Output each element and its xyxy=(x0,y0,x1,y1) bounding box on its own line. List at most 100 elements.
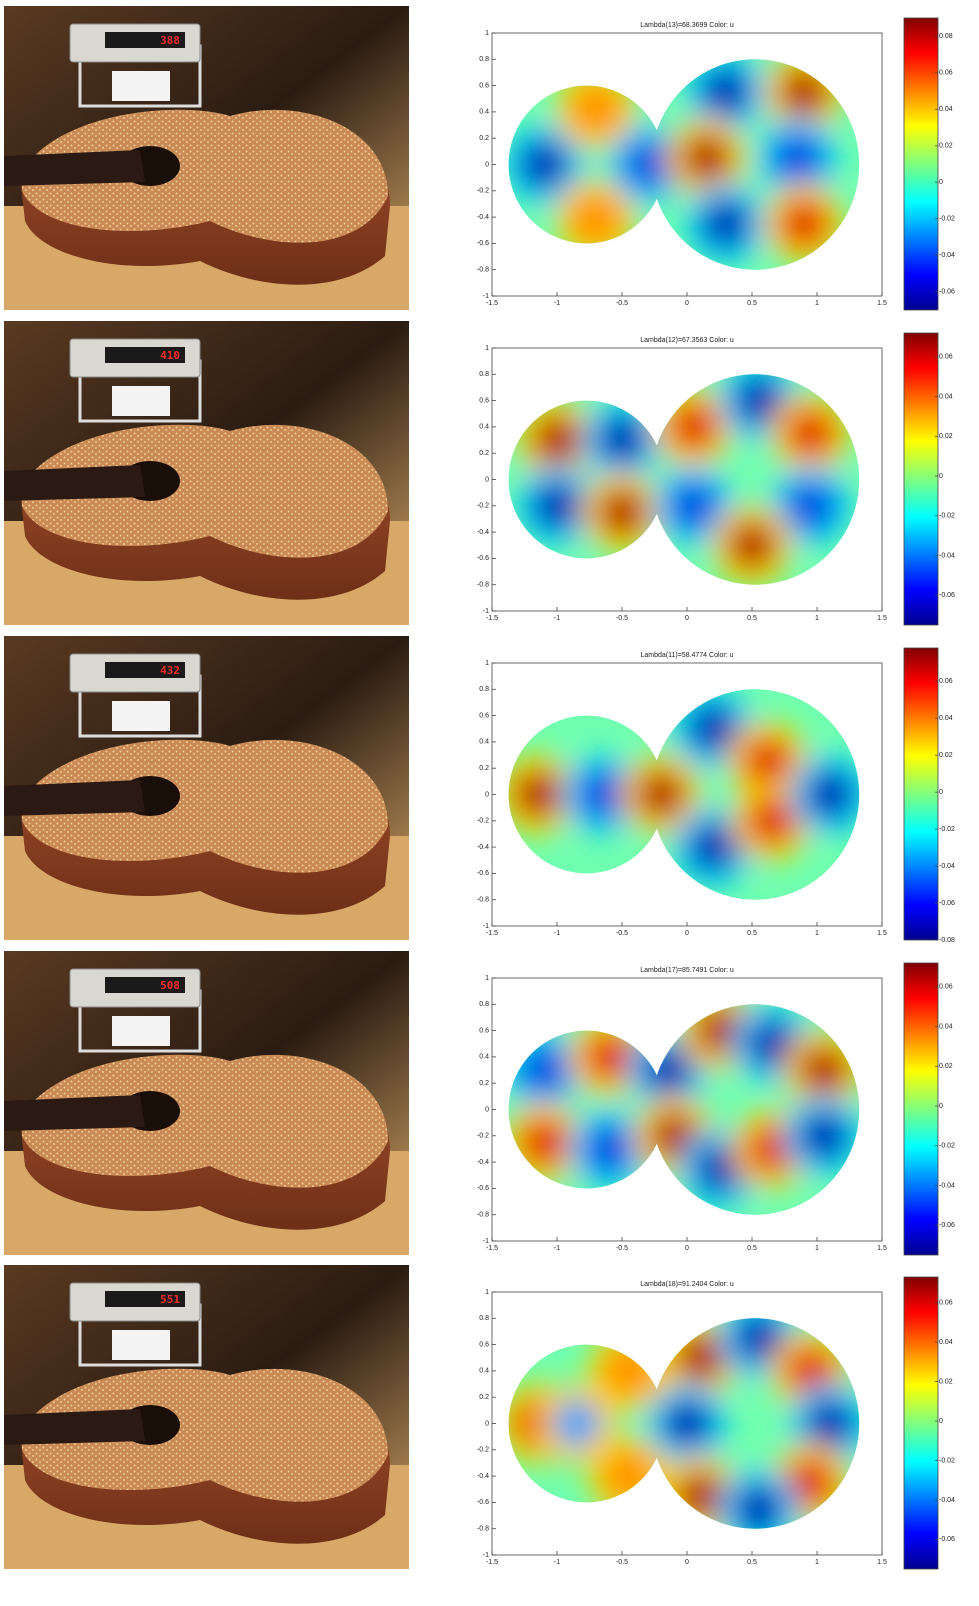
x-tick-label: -0.5 xyxy=(616,300,628,307)
colorbar-tick-label: 0.04 xyxy=(939,106,953,113)
colorbar-tick-label: 0.08 xyxy=(939,33,953,40)
y-tick-label: -1 xyxy=(483,608,489,615)
guitar-neck xyxy=(4,465,145,501)
photo: 551 xyxy=(4,1265,409,1569)
colorbar-tick-label: -0.04 xyxy=(939,252,955,259)
y-tick-label: 0.2 xyxy=(479,1394,489,1401)
plot-title: Lambda(17)=85.7491 Color: u xyxy=(640,967,734,974)
y-tick-label: 0.8 xyxy=(479,686,489,693)
note-card xyxy=(112,71,170,101)
x-tick-label: 1 xyxy=(815,1245,819,1252)
blob xyxy=(806,1400,854,1448)
x-tick-label: 0.5 xyxy=(747,930,757,937)
y-tick-label: 0.4 xyxy=(479,109,489,116)
colorbar-tick-label: -0.02 xyxy=(939,826,955,833)
y-tick-label: 0 xyxy=(485,161,489,168)
colorbar-tick-label: 0.04 xyxy=(939,393,953,400)
blob xyxy=(683,134,731,182)
x-tick-label: -1 xyxy=(554,930,560,937)
blob xyxy=(702,200,750,248)
x-tick-label: 0.5 xyxy=(747,1559,757,1566)
colorbar-tick-label: -0.04 xyxy=(939,863,955,870)
x-tick-label: 1 xyxy=(815,1559,819,1566)
frequency-display: 432 xyxy=(160,664,180,677)
x-tick-label: 0 xyxy=(685,1559,689,1566)
frequency-display: 388 xyxy=(160,34,180,47)
colorbar-tick-label: 0 xyxy=(939,1418,943,1425)
blob xyxy=(787,482,835,530)
x-tick-label: -0.5 xyxy=(616,615,628,622)
plot-title: Lambda(18)=91.2404 Color: u xyxy=(640,1281,734,1288)
y-tick-label: 1 xyxy=(485,660,489,667)
blob xyxy=(787,409,835,457)
note-card xyxy=(112,1330,170,1360)
colorbar-tick-label: -0.04 xyxy=(939,552,955,559)
x-tick-label: -1.5 xyxy=(486,1245,498,1252)
y-tick-label: 0.6 xyxy=(479,712,489,719)
x-tick-label: 1 xyxy=(815,300,819,307)
blob xyxy=(663,1400,711,1448)
colorbar-tick-label: 0.02 xyxy=(939,433,953,440)
frequency-display: 508 xyxy=(160,979,180,992)
photo: 388 xyxy=(4,6,409,310)
blob xyxy=(728,521,776,569)
blob xyxy=(572,85,620,133)
panel: 508 Lambda(17)=85.7491 Color: u -1.5 -1 -0.5… xyxy=(4,951,955,1255)
y-tick-label: 0.2 xyxy=(479,135,489,142)
x-tick-label: -1 xyxy=(554,615,560,622)
y-tick-label: 0.2 xyxy=(479,765,489,772)
y-tick-label: -0.8 xyxy=(477,1526,489,1533)
blob xyxy=(670,482,718,530)
x-tick-label: 0.5 xyxy=(747,300,757,307)
colorbar xyxy=(904,648,938,940)
blob xyxy=(637,771,685,819)
y-tick-label: 0 xyxy=(485,1420,489,1427)
colorbar-tick-label: 0.04 xyxy=(939,1339,953,1346)
y-tick-label: -0.2 xyxy=(477,188,489,195)
photo: 508 xyxy=(4,951,409,1255)
photo: 410 xyxy=(4,321,409,625)
x-tick-label: 0.5 xyxy=(747,615,757,622)
plot-title: Lambda(13)=68.3699 Color: u xyxy=(640,22,734,29)
colorbar xyxy=(904,963,938,1255)
x-tick-label: 0 xyxy=(685,615,689,622)
x-tick-label: 1.5 xyxy=(877,1559,887,1566)
y-tick-label: 0.4 xyxy=(479,1368,489,1375)
frequency-display: 410 xyxy=(160,349,180,362)
y-tick-label: 0.8 xyxy=(479,1001,489,1008)
colorbar-tick-label: 0.06 xyxy=(939,70,953,77)
y-tick-label: -0.8 xyxy=(477,897,489,904)
colorbar-tick-label: 0.02 xyxy=(939,143,953,150)
x-tick-label: 0 xyxy=(685,1245,689,1252)
frequency-display: 551 xyxy=(160,1293,180,1306)
blob xyxy=(780,200,828,248)
colorbar-tick-label: -0.02 xyxy=(939,513,955,520)
x-tick-label: 1 xyxy=(815,615,819,622)
x-tick-label: -0.5 xyxy=(616,1245,628,1252)
blob xyxy=(598,416,646,464)
y-tick-label: -1 xyxy=(483,293,489,300)
x-tick-label: 1.5 xyxy=(877,1245,887,1252)
x-tick-label: -1.5 xyxy=(486,930,498,937)
colorbar-tick-label: 0.04 xyxy=(939,715,953,722)
y-tick-label: 0.6 xyxy=(479,1341,489,1348)
blob xyxy=(520,141,568,189)
y-tick-label: -0.6 xyxy=(477,1499,489,1506)
colorbar-tick-label: -0.06 xyxy=(939,900,955,907)
blob xyxy=(533,482,581,530)
y-tick-label: -0.2 xyxy=(477,1447,489,1454)
plot-title: Lambda(12)=67.3563 Color: u xyxy=(640,337,734,344)
blob xyxy=(598,488,646,536)
x-tick-label: -1.5 xyxy=(486,615,498,622)
y-tick-label: -0.4 xyxy=(477,1473,489,1480)
colorbar-tick-label: -0.06 xyxy=(939,1222,955,1229)
blob xyxy=(533,416,581,464)
x-tick-label: -1 xyxy=(554,1245,560,1252)
x-tick-label: 1.5 xyxy=(877,615,887,622)
y-tick-label: 0.2 xyxy=(479,450,489,457)
y-tick-label: -0.2 xyxy=(477,1133,489,1140)
colorbar-tick-label: -0.08 xyxy=(939,937,955,944)
